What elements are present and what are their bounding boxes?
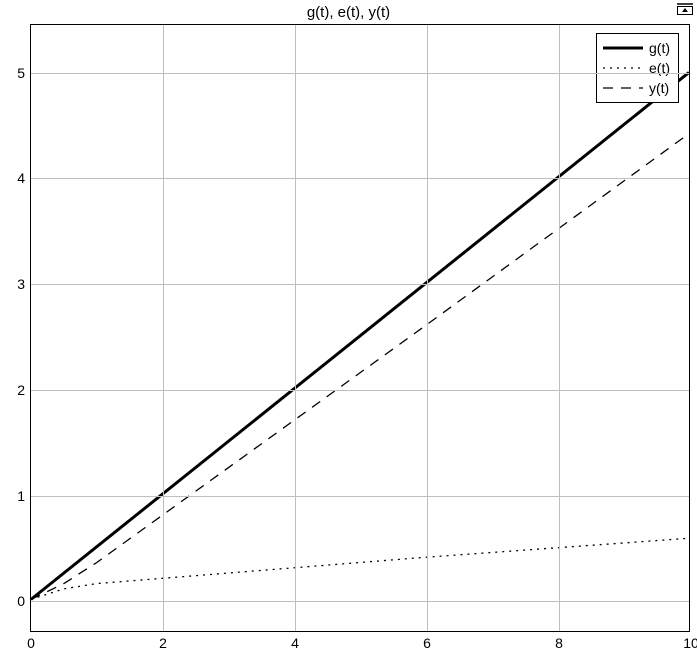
legend-swatch-icon [601, 58, 645, 78]
chart-title: g(t), e(t), y(t) [307, 4, 390, 21]
series-y [31, 134, 689, 600]
grid-line-v [427, 25, 428, 631]
export-icon[interactable] [677, 2, 693, 14]
y-tick-label: 5 [17, 65, 25, 81]
legend-swatch-icon [601, 38, 645, 58]
grid-line-h [31, 284, 689, 285]
x-tick-label: 2 [159, 635, 167, 651]
grid-line-h [31, 601, 689, 602]
plot-area: g(t)e(t)y(t) 0246810012345 [30, 24, 690, 632]
legend: g(t) e(t) y(t) [596, 33, 679, 103]
y-tick-label: 3 [17, 276, 25, 292]
grid-line-h [31, 496, 689, 497]
series-layer [31, 25, 689, 631]
series-g [31, 72, 689, 599]
y-tick-label: 4 [17, 170, 25, 186]
legend-item: e(t) [601, 58, 670, 78]
x-tick-label: 8 [555, 635, 563, 651]
grid-line-v [295, 25, 296, 631]
x-tick-label: 4 [291, 635, 299, 651]
legend-item: y(t) [601, 78, 670, 98]
grid-line-h [31, 390, 689, 391]
legend-label: e(t) [649, 60, 670, 76]
x-tick-label: 10 [683, 635, 697, 651]
y-tick-label: 2 [17, 382, 25, 398]
legend-item: g(t) [601, 38, 670, 58]
grid-line-h [31, 73, 689, 74]
x-tick-label: 6 [423, 635, 431, 651]
y-tick-label: 0 [17, 593, 25, 609]
legend-label: y(t) [649, 80, 669, 96]
y-tick-label: 1 [17, 488, 25, 504]
x-tick-label: 0 [27, 635, 35, 651]
grid-line-h [31, 178, 689, 179]
legend-swatch-icon [601, 78, 645, 98]
legend-label: g(t) [649, 40, 670, 56]
grid-line-v [559, 25, 560, 631]
chart-container: g(t), e(t), y(t) g(t) e(t) y(t) 0 2 4 6 8 10 0 1 2… [0, 0, 697, 660]
grid-line-v [163, 25, 164, 631]
series-e [31, 538, 689, 599]
